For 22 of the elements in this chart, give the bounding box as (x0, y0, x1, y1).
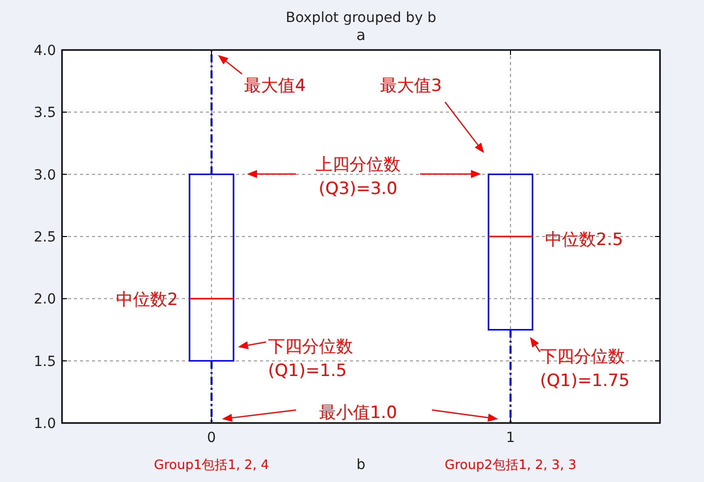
annotation: Group2包括1, 2, 3, 3 (444, 458, 576, 473)
annotation: 上四分位数 (Q3)=3.0 (316, 155, 400, 199)
x-axis-title: b (356, 457, 366, 473)
y-tick-label: 1.0 (34, 416, 56, 432)
annotation: 下四分位数 (Q1)=1.75 (540, 347, 630, 391)
annotation: Group1包括1, 2, 4 (154, 458, 270, 473)
annotation: 中位数2 (116, 290, 178, 310)
y-tick-label: 1.5 (34, 354, 56, 370)
y-tick-label: 3.5 (34, 105, 56, 122)
y-tick-label: 2.5 (34, 230, 56, 246)
annotation: 最大值3 (380, 76, 442, 96)
y-tick-label: 4.0 (34, 43, 56, 59)
annotation: 最小值1.0 (318, 403, 398, 423)
y-tick-label: 2.0 (34, 292, 56, 308)
chart-title: Boxplot grouped by b (286, 10, 436, 26)
annotation: 中位数2.5 (545, 230, 624, 250)
annotation: 最大值4 (244, 76, 306, 96)
y-tick-label: 3.0 (34, 167, 56, 184)
x-tick-label: 1 (506, 430, 515, 446)
annotation: 下四分位数 (Q1)=1.5 (268, 337, 353, 381)
chart-subtitle: a (356, 26, 366, 44)
x-tick-label: 0 (207, 430, 216, 446)
